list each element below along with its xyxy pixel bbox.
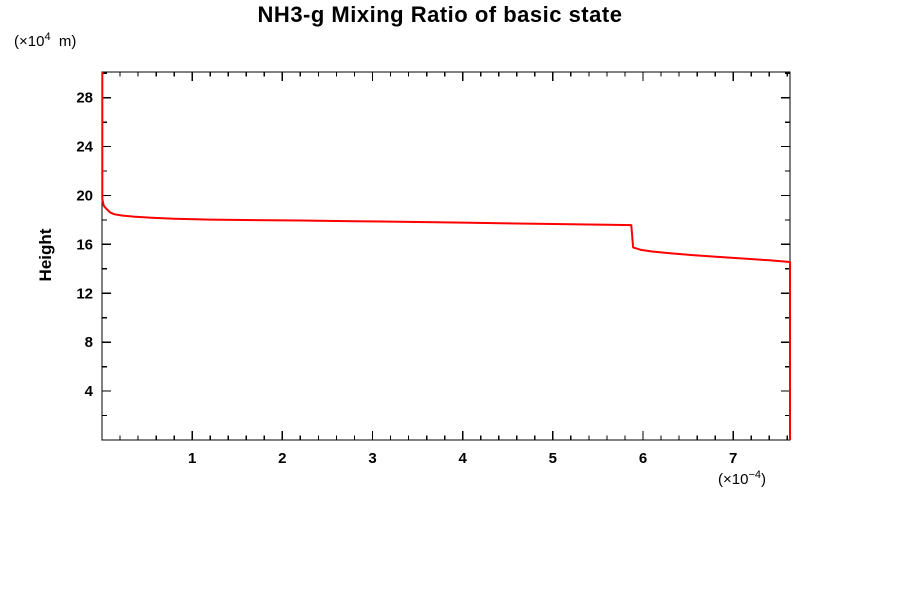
x-unit-exponent: −4 [748,469,761,481]
plot-curve [101,72,791,440]
chart-title: NH3-g Mixing Ratio of basic state [257,2,623,27]
x-axis-unit-label: (×10−4) [718,469,766,488]
y-unit-prefix: (×10 [14,33,45,50]
x-tick-label: 3 [368,450,376,467]
y-unit-suffix: m) [50,33,77,50]
y-tick-label: 12 [76,285,93,302]
y-tick-label: 28 [76,90,93,107]
y-tick-label: 16 [76,236,93,253]
x-tick-label: 2 [278,450,286,467]
y-tick-label: 20 [76,187,93,204]
x-tick-label: 6 [639,450,647,467]
x-unit-suffix: ) [761,471,766,488]
y-tick-label: 4 [85,383,94,400]
plot-frame [101,71,791,441]
x-tick-label: 1 [188,450,196,467]
y-tick-label: 8 [85,334,93,351]
x-unit-prefix: (×10 [718,471,749,488]
y-unit-exponent: 4 [44,31,51,43]
x-tick-label: 7 [729,450,737,467]
y-tick-label: 24 [76,139,93,156]
x-tick-label: 4 [459,450,468,467]
y-axis-unit-label: (×104 m) [14,31,76,50]
x-tick-label: 5 [549,450,557,467]
